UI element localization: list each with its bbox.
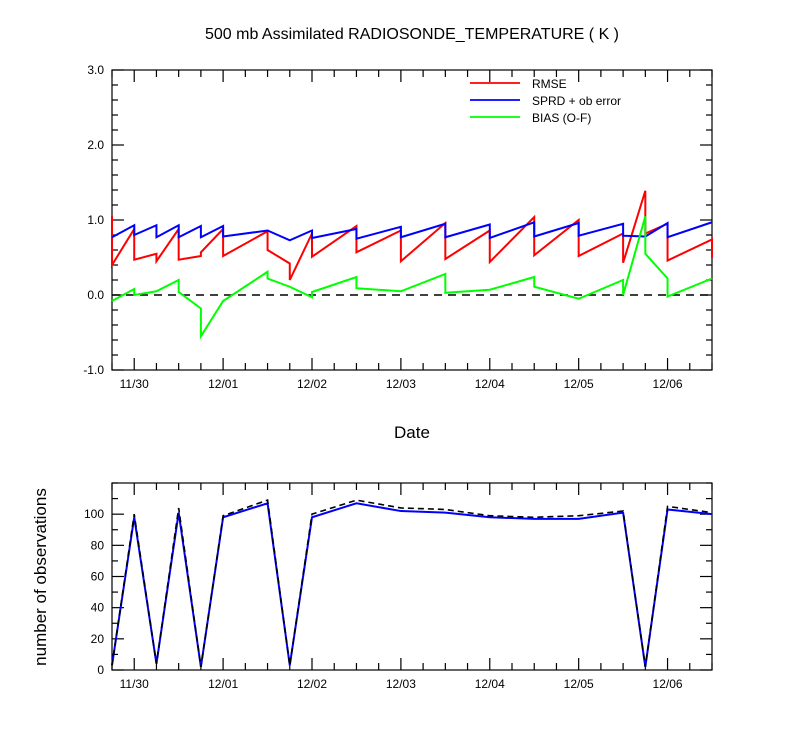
top-y-tick-label: 3.0 (87, 63, 104, 77)
bottom-y-tick-label: 40 (91, 601, 105, 615)
top-panel: 11/30 12/01 12/02 12/03 12/04 12/05 12/06 -1.0 0… (83, 63, 713, 391)
bottom-y-tick-label: 20 (91, 632, 105, 646)
bottom-y-tick-label: 0 (97, 663, 104, 677)
legend-label-sprd: SPRD + ob error (532, 94, 621, 108)
bottom-x-tick-label: 12/01 (208, 677, 238, 691)
legend-label-bias: BIAS (O-F) (532, 111, 591, 125)
top-y-tick-label: 0.0 (87, 288, 104, 302)
top-series-rmse (111, 190, 713, 281)
top-x-tick-label: 12/03 (386, 377, 416, 391)
top-y-tick-label: 1.0 (87, 213, 104, 227)
chart-title: 500 mb Assimilated RADIOSONDE_TEMPERATUR… (205, 26, 619, 43)
legend-label-rmse: RMSE (532, 77, 567, 91)
bottom-x-tick-label: 12/03 (386, 677, 416, 691)
top-x-tick-label: 12/01 (208, 377, 238, 391)
top-series-sprd-ob-error (111, 220, 713, 242)
top-x-tick-label: 12/04 (475, 377, 505, 391)
top-frame (111, 69, 713, 371)
bottom-y-tick-label: 60 (91, 570, 105, 584)
top-x-tick-label: 11/30 (120, 377, 149, 391)
top-x-tick-label: 12/06 (653, 377, 683, 391)
bottom-x-tick-label: 12/06 (653, 677, 683, 691)
legend: RMSE SPRD + ob error BIAS (O-F) (470, 77, 621, 125)
bottom-y-tick-label: 100 (84, 507, 104, 521)
top-x-tick-label: 12/02 (297, 377, 327, 391)
bottom-y-tick-label: 80 (91, 538, 105, 552)
top-x-tick-label: 12/05 (564, 377, 594, 391)
y-axis-title-bottom: number of observations (31, 488, 50, 666)
top-y-tick-label: -1.0 (83, 363, 104, 377)
bottom-x-tick-label: 11/30 (120, 677, 149, 691)
bottom-x-tick-label: 12/02 (297, 677, 327, 691)
bottom-series-total (111, 499, 713, 667)
bottom-panel: 11/30 12/01 12/02 12/03 12/04 12/05 12/06 0 20 40… (84, 482, 713, 691)
x-axis-title: Date (394, 423, 430, 442)
top-y-tick-label: 2.0 (87, 138, 104, 152)
bottom-series-assimilated (111, 501, 713, 668)
bottom-x-tick-label: 12/04 (475, 677, 505, 691)
bottom-x-tick-label: 12/05 (564, 677, 594, 691)
top-series-bias-o-f (111, 215, 713, 340)
